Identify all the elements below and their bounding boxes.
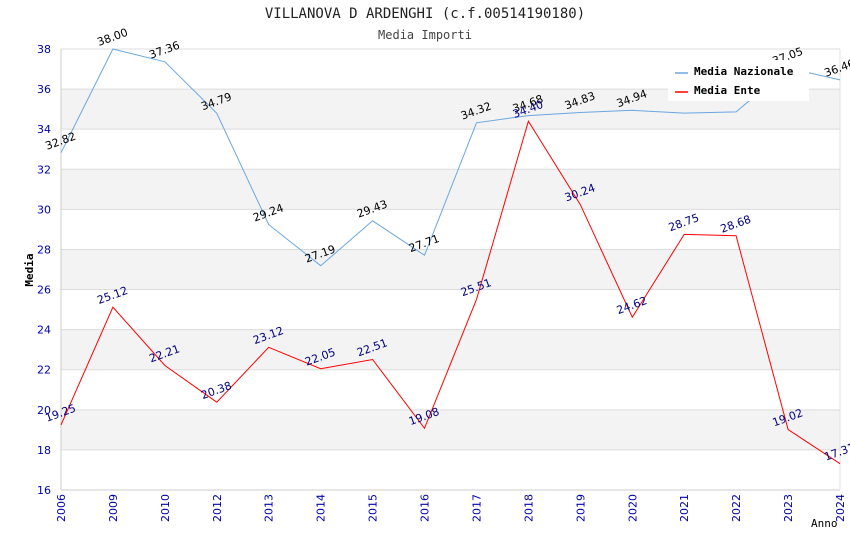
y-tick-labels: 16 18 20 22 24 26 28 30 32 34 36 38 — [37, 43, 51, 497]
y-tick-label: 18 — [37, 444, 51, 457]
legend-label-nazionale: Media Nazionale — [694, 65, 794, 78]
legend-box — [668, 60, 809, 101]
chart-subtitle: Media Importi — [378, 28, 472, 42]
y-tick-label: 32 — [37, 163, 51, 176]
grid-band — [61, 249, 840, 290]
x-tick-label: 2022 — [730, 494, 743, 522]
data-label: 38.00 — [96, 26, 130, 49]
axes — [60, 49, 841, 491]
y-tick-label: 24 — [37, 324, 51, 337]
data-label: 28.68 — [719, 213, 753, 236]
x-tick-label: 2006 — [55, 494, 68, 522]
data-label: 36.46 — [823, 57, 850, 80]
series-line-ente — [60, 119, 841, 465]
x-tick-label: 2015 — [367, 494, 380, 522]
y-tick-label: 36 — [37, 83, 51, 96]
legend-label-ente: Media Ente — [694, 84, 761, 97]
x-tick-label: 2009 — [107, 494, 120, 522]
y-tick-label: 30 — [37, 203, 51, 216]
x-tick-labels: 2006 2009 2010 2012 2013 2014 2015 2016 2017 2018… — [55, 494, 847, 522]
x-tick-label: 2013 — [263, 494, 276, 522]
y-tick-label: 28 — [37, 243, 51, 256]
grid-bands — [61, 89, 840, 450]
legend: Media Nazionale Media Ente — [668, 60, 809, 101]
grid-band — [61, 409, 840, 450]
y-tick-label: 22 — [37, 364, 51, 377]
y-axis-label: Media — [23, 253, 36, 286]
x-tick-label: 2014 — [315, 494, 328, 522]
data-label: 28.75 — [667, 211, 701, 234]
x-tick-label: 2021 — [678, 494, 691, 522]
x-tick-label: 2016 — [419, 494, 432, 522]
y-tick-label: 38 — [37, 43, 51, 56]
x-tick-label: 2018 — [522, 494, 535, 522]
x-tick-label: 2019 — [574, 494, 587, 522]
chart-title: VILLANOVA D ARDENGHI (c.f.00514190180) — [265, 6, 585, 22]
x-tick-label: 2024 — [834, 494, 847, 522]
gridlines — [61, 48, 840, 491]
series-line-nazionale — [60, 48, 841, 267]
y-tick-label: 34 — [37, 123, 51, 136]
series-lines — [60, 48, 841, 465]
data-label: 24.62 — [615, 294, 649, 317]
data-label: 37.36 — [147, 39, 181, 62]
x-tick-label: 2010 — [159, 494, 172, 522]
y-tick-label: 26 — [37, 284, 51, 297]
data-label: 20.38 — [199, 379, 233, 402]
x-tick-label: 2017 — [470, 494, 483, 522]
y-tick-label: 16 — [37, 484, 51, 497]
x-tick-label: 2012 — [211, 494, 224, 522]
y-tick-label: 20 — [37, 404, 51, 417]
x-axis-label: Anno — [811, 517, 838, 530]
x-tick-label: 2023 — [782, 494, 795, 522]
x-tick-label: 2020 — [626, 494, 639, 522]
